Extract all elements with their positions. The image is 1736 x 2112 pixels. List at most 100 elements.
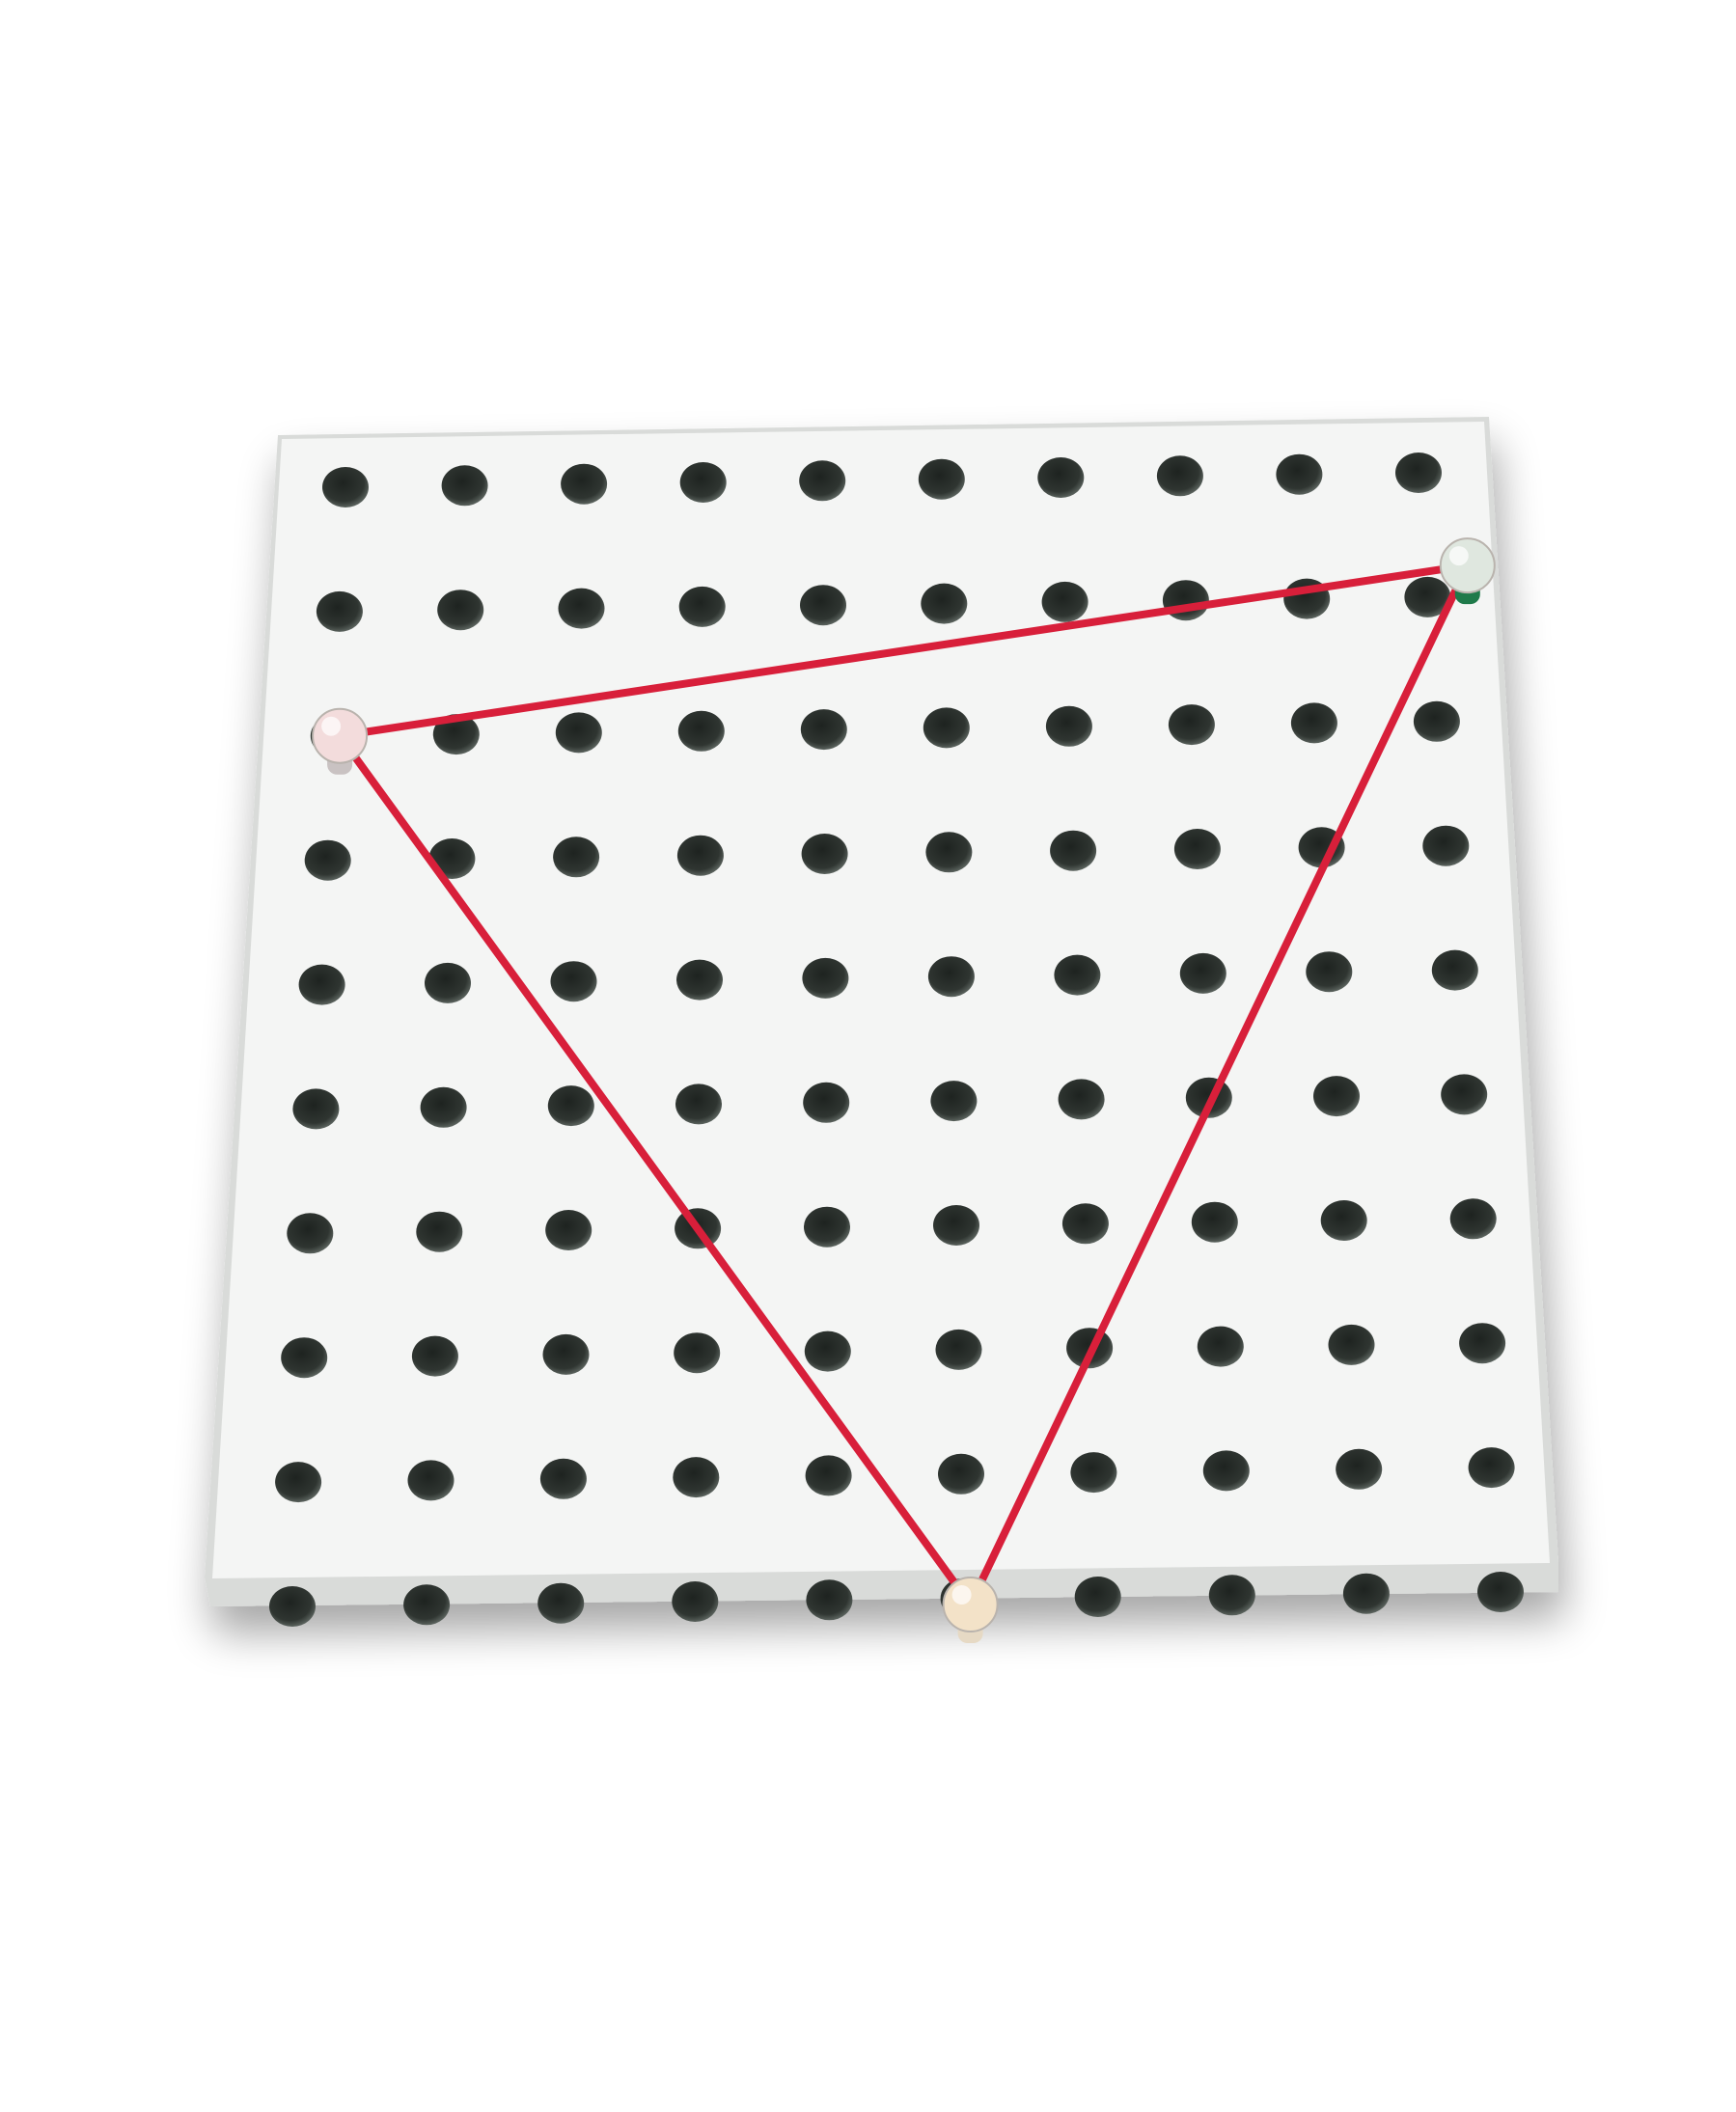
peg-hole [1468,1447,1515,1489]
peg-hole [801,834,848,874]
peg-hole [1459,1323,1506,1364]
peg-hole [1058,1079,1105,1120]
rubber-band-triangle [336,562,1472,1608]
peg-hole [1173,829,1221,869]
peg-hole [547,1085,594,1127]
peg-hole [804,1330,851,1372]
peg-hole [1168,704,1215,746]
peg-hole [1413,700,1460,742]
peg-hole [925,832,973,873]
top-right-peg [1439,537,1496,605]
peg-hole [930,1081,978,1122]
peg-hole [1422,825,1470,866]
peg-hole [555,712,602,754]
peg-hole [1037,457,1085,498]
peg-highlight [951,1585,972,1605]
peg-hole [1202,1450,1250,1492]
peg-hole [1404,576,1451,617]
peg-hole [275,1462,322,1503]
pegs [312,537,1496,1643]
peg-hole [542,1333,590,1375]
peg-hole [1041,581,1088,622]
peg-hole [539,1458,587,1499]
top-left-peg [312,707,369,775]
peg-hole [674,1332,721,1374]
peg-hole [537,1582,585,1624]
peg-hole [1441,1074,1488,1115]
peg-hole [316,590,363,632]
peg-hole [672,1581,719,1622]
peg-highlight [321,716,342,736]
peg-hole [927,956,975,998]
peg-hole [1306,951,1353,993]
peg-head [942,1577,999,1632]
peg-hole [679,462,727,503]
peg-hole [1074,1577,1121,1617]
peg-hole [678,586,726,627]
peg-hole [676,835,724,876]
peg-hole [1313,1076,1360,1117]
peg-hole [800,585,846,626]
peg-hole [1191,1201,1238,1243]
peg-hole [425,962,471,1003]
peg-hole [802,957,849,999]
peg-hole [420,1086,467,1128]
peg-hole [1045,705,1092,747]
peg-head [312,707,369,764]
peg-hole [558,588,605,629]
peg-hole [921,583,968,624]
peg-hole [1336,1448,1383,1490]
peg-hole [1197,1326,1244,1367]
peg-hole [676,959,723,1001]
peg-hole [933,1205,979,1246]
peg-hole [292,1088,340,1130]
peg-hole [675,1083,722,1125]
peg-hole [803,1082,850,1123]
peg-hole [1179,952,1226,994]
peg-hole [1162,580,1209,621]
rubber-band [336,562,1472,1608]
peg-hole [304,839,351,881]
peg-hole [1054,954,1101,996]
peg-hole [281,1337,328,1379]
peg-hole [799,460,846,502]
peg-hole [550,961,597,1002]
peg-hole [553,837,600,878]
peg-hole [322,467,369,507]
peg-hole [269,1586,316,1627]
peg-head [1439,537,1496,594]
peg-hole [677,710,725,752]
bottom-peg [942,1577,999,1643]
peg-hole [800,709,847,751]
peg-hole [432,714,480,755]
peg-hole [918,458,965,500]
peg-hole [938,1453,984,1495]
peg-hole [935,1329,982,1370]
peg-hole [561,463,608,505]
peg-hole [1290,702,1337,744]
peg-hole [287,1213,334,1254]
peg-hole [1156,455,1203,497]
peg-hole [1449,1198,1497,1240]
peg-hole [1477,1572,1524,1612]
peg-holes [269,453,1524,1627]
peg-hole [1342,1573,1390,1614]
peg-hole [1061,1203,1109,1245]
peg-hole [806,1579,853,1621]
peg-hole [1328,1324,1375,1365]
peg-hole [673,1457,720,1498]
board [205,417,1558,1606]
peg-hole [1050,830,1097,871]
peg-hole [1070,1452,1117,1494]
peg-hole [1208,1575,1255,1616]
peg-hole [545,1210,592,1250]
peg-hole [416,1211,463,1252]
peg-hole [923,707,970,749]
peg-hole [1395,453,1442,493]
peg-hole [1320,1200,1367,1241]
peg-hole [1431,949,1478,991]
peg-hole [411,1335,458,1377]
peg-highlight [1448,546,1469,566]
peg-hole [403,1584,451,1626]
